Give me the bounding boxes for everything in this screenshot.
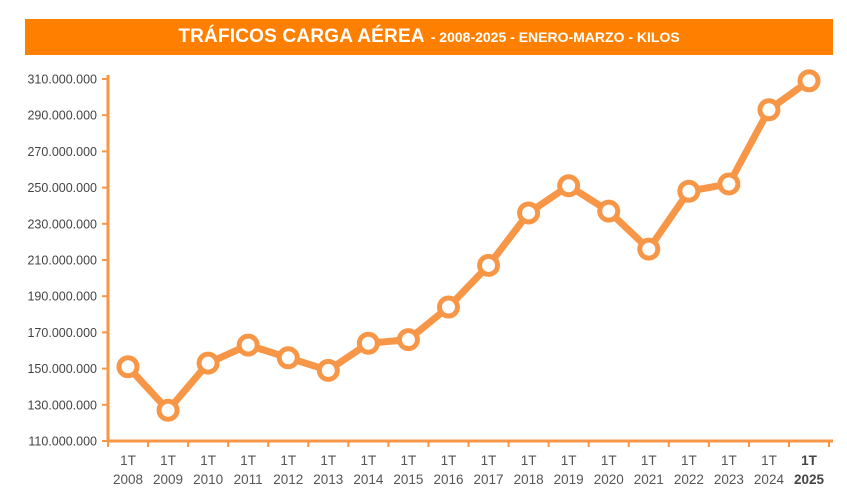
x-tick-label: 2025 bbox=[794, 472, 825, 487]
data-point bbox=[797, 69, 821, 93]
x-tick-label: 1T bbox=[240, 453, 256, 468]
data-point bbox=[196, 351, 220, 375]
x-tick-label: 1T bbox=[160, 453, 176, 468]
data-point bbox=[477, 253, 501, 277]
data-point bbox=[396, 328, 420, 352]
x-tick-label: 2012 bbox=[273, 472, 303, 487]
x-tick-label: 1T bbox=[481, 453, 497, 468]
chart-title: TRÁFICOS CARGA AÉREA bbox=[178, 26, 425, 47]
x-tick-label: 2013 bbox=[313, 472, 343, 487]
x-tick-label: 1T bbox=[721, 453, 737, 468]
x-tick-label: 2022 bbox=[674, 472, 704, 487]
x-tick-label: 2024 bbox=[754, 472, 785, 487]
data-point bbox=[557, 174, 581, 198]
x-tick-label: 1T bbox=[801, 453, 818, 468]
x-tick-label: 2020 bbox=[594, 472, 624, 487]
data-point bbox=[717, 172, 741, 196]
chart-axes bbox=[106, 75, 833, 443]
y-tick-label: 130.000.000 bbox=[27, 398, 97, 412]
chart-subtitle: - 2008-2025 - ENERO-MARZO - KILOS bbox=[430, 29, 680, 45]
x-tick-label: 1T bbox=[601, 453, 617, 468]
x-tick-label: 1T bbox=[120, 453, 136, 468]
x-tick-label: 2017 bbox=[474, 472, 504, 487]
y-tick-label: 210.000.000 bbox=[27, 254, 97, 268]
x-tick-label: 1T bbox=[200, 453, 216, 468]
x-tick-label: 1T bbox=[761, 453, 777, 468]
y-tick-label: 250.000.000 bbox=[27, 181, 97, 195]
x-tick-label: 2008 bbox=[113, 472, 143, 487]
y-axis-ticks: 110.000.000 130.000.000 150.000.000 170.000… bbox=[27, 73, 108, 449]
data-point bbox=[597, 199, 621, 223]
data-point bbox=[156, 398, 180, 422]
data-point bbox=[236, 333, 260, 357]
series-line bbox=[124, 77, 813, 414]
x-tick-label: 1T bbox=[320, 453, 336, 468]
x-axis-ticks: 1T 2008 1T 2009 1T 2010 1T 2011 1T 2012 1T 2013 1T 20… bbox=[106, 441, 831, 487]
x-tick-label: 2011 bbox=[234, 472, 263, 487]
x-tick-label: 1T bbox=[561, 453, 577, 468]
data-point bbox=[517, 201, 541, 225]
data-point bbox=[677, 179, 701, 203]
x-tick-label: 1T bbox=[441, 453, 457, 468]
y-tick-label: 110.000.000 bbox=[28, 435, 97, 449]
y-tick-label: 270.000.000 bbox=[27, 145, 97, 159]
y-tick-label: 290.000.000 bbox=[27, 109, 97, 123]
x-tick-label: 2010 bbox=[193, 472, 223, 487]
x-tick-label: 1T bbox=[280, 453, 296, 468]
x-tick-label: 1T bbox=[401, 453, 417, 468]
x-tick-label: 1T bbox=[681, 453, 697, 468]
y-tick-label: 150.000.000 bbox=[27, 362, 97, 376]
data-point bbox=[356, 331, 380, 355]
data-series bbox=[116, 69, 821, 422]
data-point bbox=[316, 358, 340, 382]
y-tick-label: 310.000.000 bbox=[27, 73, 97, 87]
data-point bbox=[116, 355, 140, 379]
y-tick-label: 230.000.000 bbox=[27, 217, 97, 231]
data-point bbox=[436, 295, 460, 319]
x-tick-label: 1T bbox=[360, 453, 376, 468]
y-tick-label: 170.000.000 bbox=[27, 326, 97, 340]
x-tick-label: 2016 bbox=[433, 472, 463, 487]
x-tick-label: 2023 bbox=[714, 472, 744, 487]
chart-title-banner: TRÁFICOS CARGA AÉREA - 2008-2025 - ENERO… bbox=[25, 19, 833, 55]
data-point bbox=[276, 346, 300, 370]
x-tick-label: 1T bbox=[641, 453, 657, 468]
x-tick-label: 2014 bbox=[353, 472, 384, 487]
x-tick-label: 2019 bbox=[554, 472, 584, 487]
data-point bbox=[637, 237, 661, 261]
x-tick-label: 2018 bbox=[514, 472, 544, 487]
x-tick-label: 1T bbox=[521, 453, 537, 468]
x-tick-label: 2021 bbox=[634, 472, 664, 487]
data-point bbox=[757, 98, 781, 122]
x-tick-label: 2015 bbox=[393, 472, 423, 487]
x-tick-label: 2009 bbox=[153, 472, 183, 487]
y-tick-label: 190.000.000 bbox=[27, 290, 97, 304]
